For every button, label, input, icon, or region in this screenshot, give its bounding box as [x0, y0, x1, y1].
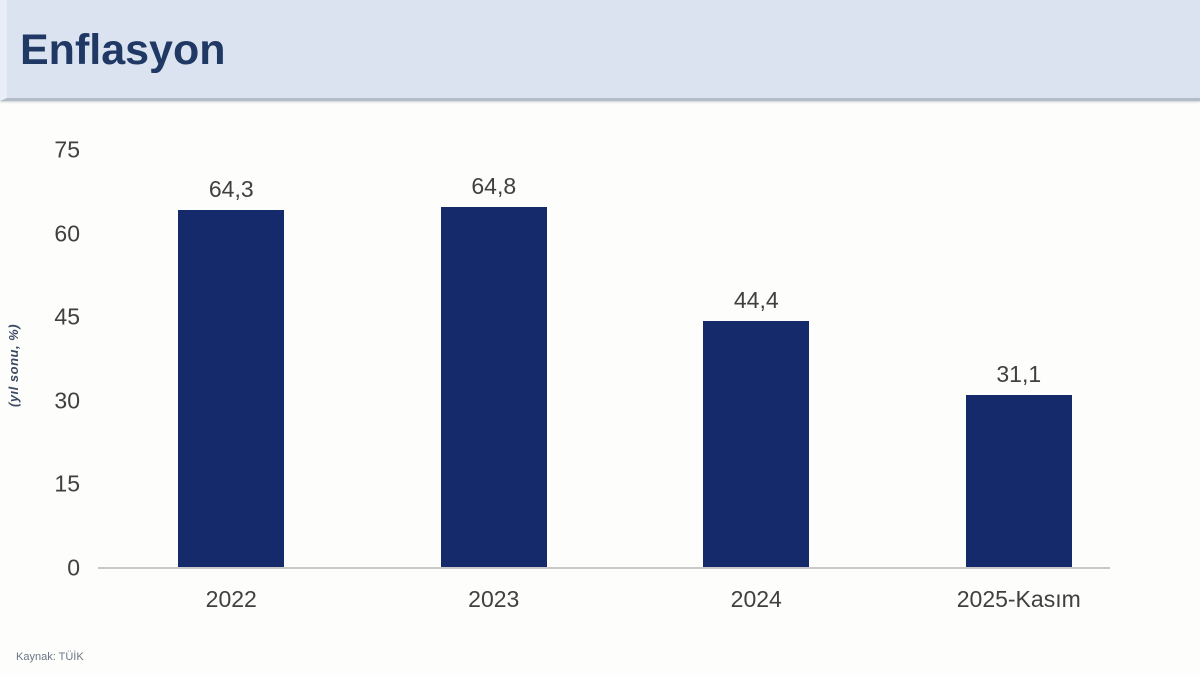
- bar-value-label: 31,1: [996, 360, 1042, 387]
- bar-2023: [440, 206, 547, 568]
- bar-2025-Kasım: [965, 394, 1072, 568]
- x-axis-label: 2023: [468, 586, 520, 612]
- x-axis-label: 2025-Kasım: [956, 586, 1081, 612]
- page-title: Enflasyon: [20, 26, 226, 74]
- bar-group: 64,3 2022: [100, 150, 363, 612]
- y-tick-label: 75: [54, 136, 80, 163]
- y-axis-title: (yıl sonu, %): [6, 323, 21, 407]
- bar-value-label: 64,3: [208, 175, 254, 202]
- bar-value-label: 44,4: [733, 286, 779, 313]
- bar-2022: [178, 209, 285, 568]
- y-tick-label: 60: [54, 220, 80, 247]
- source-note: Kaynak: TÜİK: [16, 651, 84, 663]
- y-tick-label: 15: [54, 470, 80, 497]
- bar-group: 64,8 2023: [363, 150, 626, 612]
- bar-value-label: 64,8: [471, 172, 517, 199]
- bar-group: 44,4 2024: [625, 150, 888, 612]
- y-tick-label: 45: [54, 303, 80, 330]
- title-banner: Enflasyon: [0, 0, 1200, 101]
- bar-chart-plot-area: 0 15 30 45 60 75 64,3 2022 64,8 2023 44,4 2024 31,1…: [54, 137, 1151, 612]
- bars-container: 64,3 2022 64,8 2023 44,4 2024 31,1 2025-Kasım: [100, 150, 1151, 612]
- y-tick-label: 0: [67, 554, 80, 581]
- bar-group: 31,1 2025-Kasım: [888, 150, 1151, 612]
- x-axis-line: [98, 567, 1110, 569]
- x-axis-label: 2024: [730, 586, 782, 612]
- y-tick-label: 30: [54, 387, 80, 414]
- x-axis-label: 2022: [205, 586, 257, 612]
- bar-2024: [703, 320, 810, 568]
